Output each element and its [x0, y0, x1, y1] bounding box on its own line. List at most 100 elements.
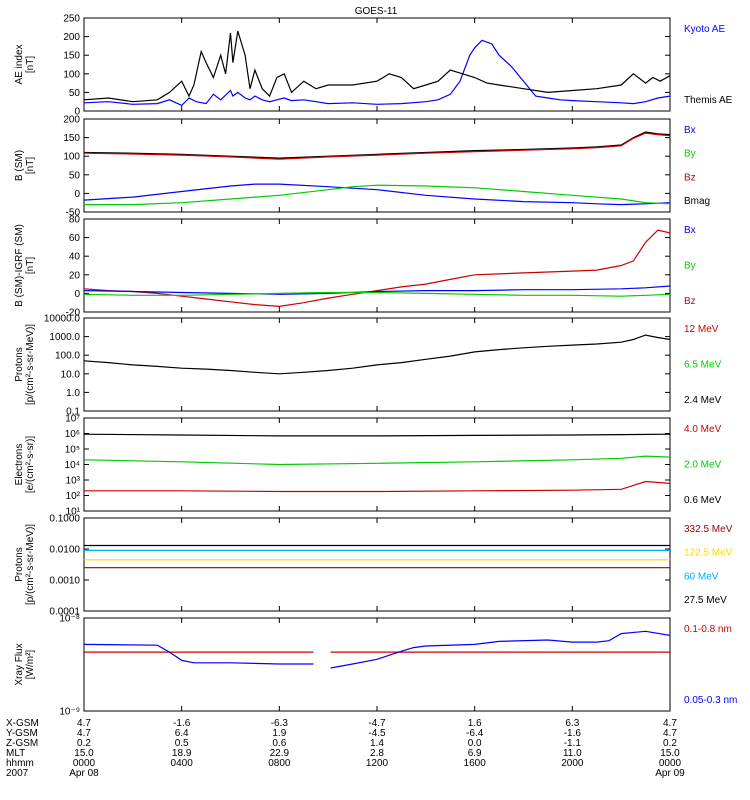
legend-entry: 0.6 MeV	[684, 495, 722, 506]
ephemeris-row-label: MLT	[6, 748, 25, 759]
y-tick-label: 0	[74, 107, 80, 118]
y-tick-label: 10.0	[61, 369, 81, 380]
ephemeris-value: -4.5	[368, 728, 386, 739]
y-tick-label: 150	[63, 133, 80, 144]
legend-entry: Bz	[684, 296, 696, 307]
y-tick-label: 0	[74, 289, 80, 300]
panel-data	[84, 131, 670, 206]
legend-entry: 12 MeV	[684, 324, 719, 335]
ephemeris-row-label: 2007	[6, 768, 29, 779]
panel-frame	[83, 417, 671, 512]
panel-frame	[83, 17, 671, 112]
y-axis-title: Xray Flux	[14, 643, 25, 685]
legend-entry: 2.0 MeV	[684, 460, 722, 471]
y-tick-label: 50	[69, 88, 81, 99]
panel-data	[84, 630, 670, 669]
y-tick-label: -20	[66, 308, 81, 319]
y-tick-label: 60	[69, 233, 81, 244]
ephemeris-row-label: X-GSM	[6, 718, 39, 729]
y-tick-label: 10¹	[66, 507, 81, 518]
ephemeris-value: 6.3	[565, 718, 579, 729]
y-axis-title: [nT]	[25, 56, 36, 73]
y-tick-label: 80	[69, 215, 81, 226]
legend-entry: Bmag	[684, 196, 710, 207]
y-axis-title: [nT]	[25, 157, 36, 174]
ephemeris-value: 1200	[366, 758, 389, 769]
ephemeris-value: 0.6	[272, 738, 286, 749]
series-bx	[84, 183, 670, 206]
ephemeris-value: 11.0	[563, 748, 582, 759]
y-tick-label: 10⁵	[65, 445, 80, 456]
ephemeris-value: 15.0	[74, 748, 94, 759]
legend-entry: By	[684, 261, 696, 272]
legend-entry: By	[684, 149, 696, 160]
y-axis-title: B (SM)	[14, 150, 25, 181]
ephemeris-value: 4.7	[77, 728, 91, 739]
y-tick-label: 1.0	[66, 388, 80, 399]
y-tick-label: 100.0	[55, 351, 80, 362]
y-tick-label: 50	[69, 170, 81, 181]
series-bz	[84, 229, 670, 308]
ephemeris-value: 0.5	[175, 738, 189, 749]
y-axis-title: Electrons	[14, 444, 25, 486]
series-themis-ae	[84, 30, 670, 103]
y-tick-label: 250	[63, 14, 80, 25]
y-tick-label: 40	[69, 252, 81, 263]
legend-entry: 6.5 MeV	[684, 360, 722, 371]
y-tick-label: 10²	[66, 491, 81, 502]
y-axis-title: Protons	[14, 347, 25, 381]
ephemeris-value: 6.9	[468, 748, 482, 759]
y-axis-title: B (SM)-IGRF (SM)	[14, 224, 25, 307]
series-by	[84, 291, 670, 297]
series-bmag	[84, 131, 670, 159]
y-axis-title: [nT]	[25, 257, 36, 274]
y-tick-label: 10³	[66, 476, 81, 487]
ephemeris-value: -4.7	[368, 718, 386, 729]
plot-title: GOES-11	[355, 6, 398, 17]
y-tick-label: 10⁷	[65, 414, 80, 425]
ephemeris-value: 0.0	[468, 738, 482, 749]
series-2-4-mev	[84, 334, 670, 375]
ephemeris-value: 0000	[73, 758, 96, 769]
y-axis-title: [e/(cm²-s-sr)]	[25, 436, 36, 493]
y-tick-label: 200	[63, 32, 80, 43]
panel-ae: 0 50 100 150 200 250 AE index [nT] Kyoto AE Themi…	[14, 14, 733, 118]
legend-entry: Bz	[684, 172, 696, 183]
ephemeris-value: 0.2	[77, 738, 91, 749]
y-axis-title: [p/(cm²-s-sr-MeV)]	[25, 324, 36, 405]
panel-data	[84, 544, 670, 569]
legend-entry: 60 MeV	[684, 571, 719, 582]
y-axis-title: AE index	[14, 44, 25, 84]
y-tick-label: 0	[74, 189, 80, 200]
legend-entry: 4.0 MeV	[684, 424, 722, 435]
ephemeris-value: 0.2	[663, 738, 677, 749]
panel-protons_high: 0.0001 0.0010 0.0100 0.1000 Protons [p/(cm²-s…	[14, 514, 733, 618]
y-tick-label: 0.1	[66, 407, 80, 418]
series-bz	[84, 132, 670, 160]
ephemeris-value: -1.1	[564, 738, 582, 749]
ephemeris-value: 1.9	[272, 728, 286, 739]
y-tick-label: 0.1000	[49, 514, 80, 525]
ephemeris-row-label: Z-GSM	[6, 738, 38, 749]
ephemeris-value: -6.3	[271, 718, 289, 729]
ephemeris-value: Apr 08	[69, 768, 99, 779]
panel-xray: 10⁻⁹ 10⁻⁸ Xray Flux [W/m²] 0.1-0.8 nm 0.05-0.…	[14, 614, 737, 718]
y-tick-label: 10000.0	[44, 314, 81, 325]
ephemeris-value: 1600	[464, 758, 487, 769]
legend-entry: 122.5 MeV	[684, 548, 733, 559]
ephemeris-value: 15.0	[660, 748, 680, 759]
panel-electrons: 10¹ 10² 10³ 10⁴ 10⁵ 10⁶ 10⁷ Electrons [e/(cm²-s-…	[14, 414, 722, 518]
legend-entry: 0.1-0.8 nm	[684, 624, 732, 635]
y-tick-label: 20	[69, 270, 81, 281]
legend-entry: Kyoto AE	[684, 24, 725, 35]
ephemeris-row-label: hhmm	[6, 758, 34, 769]
ephemeris-value: 1.6	[468, 718, 482, 729]
panel-frame	[83, 517, 671, 612]
series-2-0-mev	[84, 455, 670, 466]
legend-entry: 0.05-0.3 nm	[684, 695, 737, 706]
legend-entry: Bx	[684, 225, 696, 236]
panel-frame	[83, 617, 671, 712]
series-0-05-0-3-nm	[330, 630, 670, 669]
ephemeris-row-label: Y-GSM	[6, 728, 38, 739]
